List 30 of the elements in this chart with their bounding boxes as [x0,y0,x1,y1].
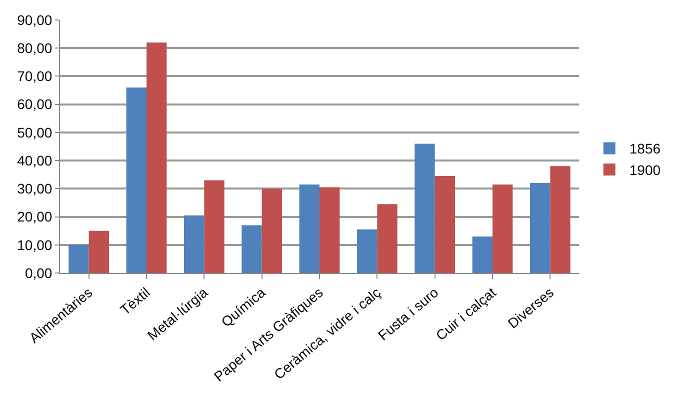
bar [492,184,513,273]
bar [126,87,146,273]
y-tick-label: 40,00 [17,152,52,168]
y-tick-label: 50,00 [17,124,52,140]
bar [356,229,378,273]
y-tick-label: 80,00 [17,40,52,56]
bar [550,166,570,273]
bar [88,230,110,273]
y-tick-label: 0,00 [24,264,52,281]
bar [434,176,456,273]
bar [184,215,204,273]
bar [320,187,340,273]
y-tick-label: 90,00 [17,12,52,28]
legend-label: 1856 [629,140,661,157]
bar [68,244,89,273]
y-tick-label: 10,00 [17,236,52,253]
bar [242,225,262,273]
y-tick-label: 70,00 [17,68,52,84]
bar [204,180,224,273]
bar [377,204,398,273]
bar [262,188,282,273]
legend-label: 1900 [629,162,661,178]
bar [472,236,492,273]
bar [530,183,550,273]
y-tick-label: 60,00 [17,96,52,112]
y-tick-label: 20,00 [17,208,52,225]
bar [299,184,320,273]
bar [414,144,435,273]
bar [146,42,167,273]
y-tick-label: 30,00 [17,180,52,197]
